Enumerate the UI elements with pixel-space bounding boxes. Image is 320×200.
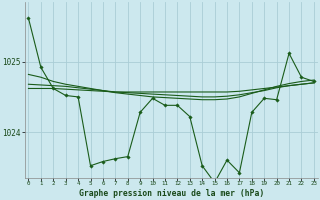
X-axis label: Graphe pression niveau de la mer (hPa): Graphe pression niveau de la mer (hPa) xyxy=(78,189,264,198)
